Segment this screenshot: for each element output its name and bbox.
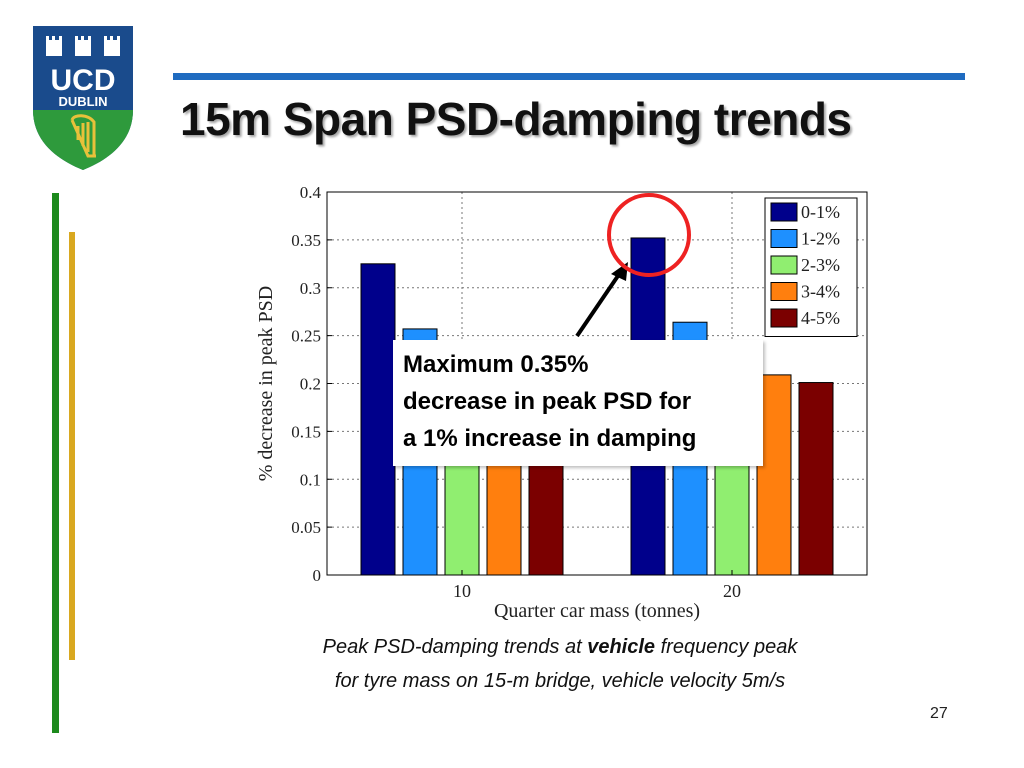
y-tick-label: 0.3 xyxy=(300,279,321,298)
logo-ucd-text: UCD xyxy=(51,64,116,97)
legend-label: 3-4% xyxy=(801,282,840,302)
callout-line-2: decrease in peak PSD for xyxy=(403,388,692,415)
bar-4-5%-20 xyxy=(798,382,834,576)
y-tick-label: 0.1 xyxy=(300,470,321,489)
left-accent-gold xyxy=(69,232,75,660)
x-tick-label: 10 xyxy=(453,581,471,601)
y-tick-label: 0.15 xyxy=(291,422,321,441)
figure-caption: Peak PSD-damping trends at vehicle frequ… xyxy=(240,630,880,698)
callout-line-3: a 1% increase in damping xyxy=(403,425,697,452)
callout-box: Maximum 0.35% decrease in peak PSD for a… xyxy=(393,340,763,466)
x-tick-label: 20 xyxy=(723,581,741,601)
caption-line-1-bold: vehicle xyxy=(587,636,656,658)
legend-label: 1-2% xyxy=(801,229,840,249)
y-tick-label: 0.05 xyxy=(291,518,321,537)
callout-arrow xyxy=(575,265,626,338)
y-tick-label: 0 xyxy=(313,566,322,585)
left-accent-green xyxy=(52,193,59,733)
legend-label: 0-1% xyxy=(801,202,840,222)
harp-icon xyxy=(70,114,96,158)
legend-label: 2-3% xyxy=(801,255,840,275)
slide-title: 15m Span PSD-damping trends xyxy=(180,93,852,145)
caption-line-2: for tyre mass on 15-m bridge, vehicle ve… xyxy=(334,670,786,692)
y-tick-label: 0.4 xyxy=(300,183,322,202)
logo-dublin-text: DUBLIN xyxy=(58,94,107,109)
ucd-logo: UCD DUBLIN xyxy=(33,26,133,170)
title-rule xyxy=(173,73,965,80)
legend-swatch xyxy=(770,202,798,222)
caption-line-1-post: frequency peak xyxy=(655,636,798,658)
legend: 0-1% 1-2% 2-3% 3-4% 4-5% xyxy=(764,197,858,337)
legend-swatch xyxy=(770,255,798,275)
caption-line-1: Peak PSD-damping trends at vehicle frequ… xyxy=(240,630,880,664)
y-tick-label: 0.25 xyxy=(291,327,321,346)
caption-line-1-pre: Peak PSD-damping trends at xyxy=(322,636,588,658)
page-number: 27 xyxy=(930,705,948,722)
highlight-circle xyxy=(607,193,691,277)
callout-line-1: Maximum 0.35% xyxy=(403,351,589,378)
legend-label: 4-5% xyxy=(801,308,840,328)
x-axis-label: Quarter car mass (tonnes) xyxy=(494,600,700,622)
legend-swatch xyxy=(770,229,798,248)
legend-swatch xyxy=(770,308,798,328)
y-tick-label: 0.2 xyxy=(300,375,321,394)
legend-swatch xyxy=(770,282,798,301)
bar-0-1%-10 xyxy=(360,263,396,576)
y-tick-label: 0.35 xyxy=(291,231,321,250)
y-axis-label: % decrease in peak PSD xyxy=(255,286,277,482)
